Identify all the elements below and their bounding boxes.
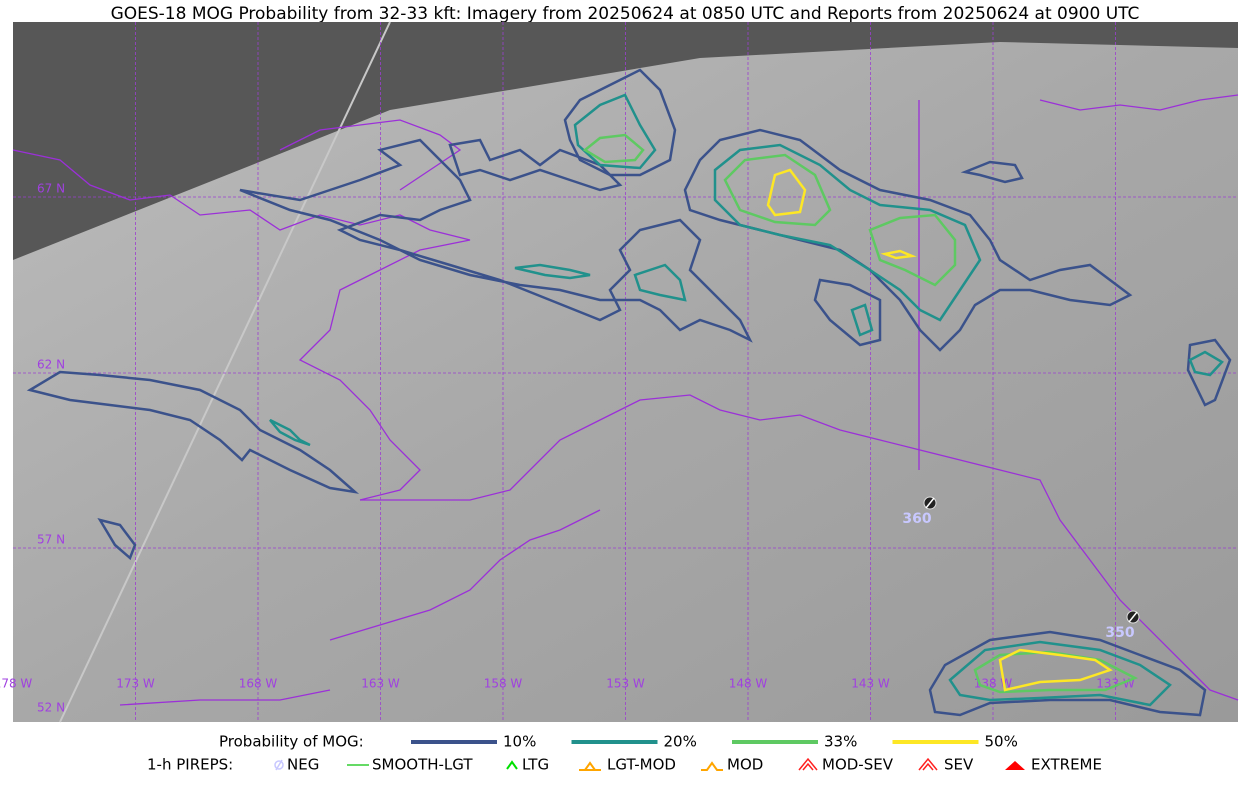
lon-label: 178 W <box>0 677 32 691</box>
legend-icon <box>1005 761 1025 770</box>
scan-line <box>59 21 391 723</box>
no-data-region <box>13 22 1238 260</box>
legend-label: SMOOTH-LGT <box>372 756 473 774</box>
pirep-altitude: 360 <box>902 511 931 527</box>
pirep-reports: 360 350 <box>902 496 1140 641</box>
legend-icon <box>701 761 723 771</box>
lon-label: 133 W <box>1096 677 1135 691</box>
legend-icon <box>802 762 814 771</box>
lon-label: 158 W <box>484 677 523 691</box>
lon-label: 173 W <box>116 677 155 691</box>
legend-icon <box>275 759 283 771</box>
pirep-neg-slash <box>925 497 935 509</box>
legend-icon <box>579 761 601 771</box>
lat-label: 57 N <box>37 533 65 547</box>
legend-label: LTG <box>522 756 549 774</box>
legend-label: LGT-MOD <box>607 756 676 774</box>
legend-label: MOD-SEV <box>822 756 894 774</box>
legend-icon <box>798 757 818 771</box>
legend-label: 50% <box>985 733 1018 751</box>
mog-contours <box>26 68 1232 717</box>
legend-label: SEV <box>944 756 974 774</box>
legend-label: 10% <box>503 733 536 751</box>
pirep-neg-slash <box>1128 611 1138 623</box>
title: GOES-18 MOG Probability from 32-33 kft: … <box>111 4 1140 24</box>
pirep-altitude: 350 <box>1105 625 1134 641</box>
lon-label: 153 W <box>606 677 645 691</box>
coastline <box>12 94 1239 706</box>
legend-label: 33% <box>824 733 857 751</box>
legend: Probability of MOG: 10% 20% 33% 50% 1-h PIREP… <box>147 733 1102 774</box>
lon-label: 143 W <box>851 677 890 691</box>
legend-icon <box>506 760 518 770</box>
graticule: 67 N 62 N 57 N 52 N 178 W 173 W 168 W 163 W 158 … <box>0 22 1238 722</box>
legend-icon <box>922 762 934 771</box>
legend-title: Probability of MOG: <box>219 733 364 751</box>
legend-label: MOD <box>727 756 763 774</box>
lat-label: 67 N <box>37 182 65 196</box>
legend-title: 1-h PIREPS: <box>147 756 233 774</box>
map: 67 N 62 N 57 N 52 N 178 W 173 W 168 W 163 W 158 … <box>0 21 1239 723</box>
lon-label: 163 W <box>361 677 400 691</box>
legend-icon <box>918 757 938 771</box>
lat-label: 62 N <box>37 358 65 372</box>
legend-label: 20% <box>664 733 697 751</box>
lon-label: 168 W <box>239 677 278 691</box>
legend-label: NEG <box>287 756 319 774</box>
lat-label: 52 N <box>37 701 65 715</box>
legend-label: EXTREME <box>1031 756 1102 774</box>
lon-label: 148 W <box>729 677 768 691</box>
legend-icon <box>274 760 284 770</box>
